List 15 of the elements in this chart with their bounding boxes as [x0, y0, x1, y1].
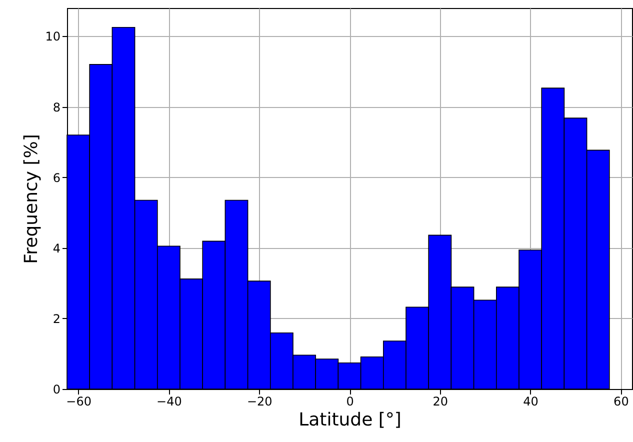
- x-tick-label: 20: [432, 394, 448, 408]
- y-tick-label: 6: [52, 170, 60, 185]
- y-tick-label: 2: [52, 312, 60, 326]
- y-tick-label: 4: [52, 241, 60, 256]
- x-tick-label: −40: [156, 394, 182, 408]
- y-tick-label: 10: [45, 30, 60, 44]
- x-tick-label: −60: [66, 394, 92, 408]
- x-tick-label: 40: [523, 394, 538, 408]
- x-tick-label: 60: [614, 394, 629, 408]
- x-tick-label: −20: [246, 394, 272, 408]
- y-axis-title: Frequency [%]: [21, 134, 42, 264]
- y-tick-label: 0: [52, 382, 60, 396]
- x-tick-label: 0: [346, 394, 354, 408]
- y-tick-label: 8: [52, 100, 60, 114]
- x-axis-title: Latitude [°]: [298, 410, 402, 430]
